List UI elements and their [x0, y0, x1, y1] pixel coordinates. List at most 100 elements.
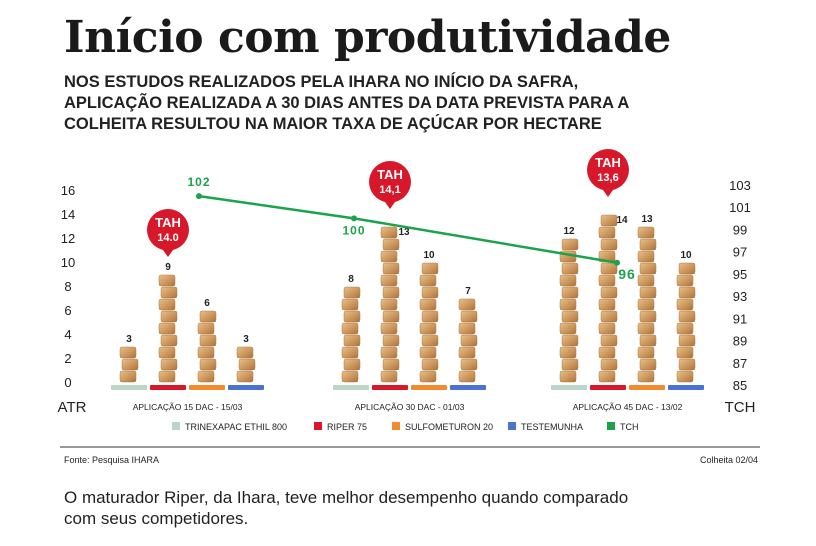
y2-tick-label: 91 — [733, 311, 747, 326]
y2-tick-label: 87 — [733, 356, 747, 371]
sugar-cube-bar-segment — [561, 238, 579, 251]
sugar-cube-bar-segment — [639, 238, 657, 251]
subtitle-line: NOS ESTUDOS REALIZADOS PELA IHARA NO INÍ… — [64, 73, 579, 91]
bar-color-strip — [668, 385, 704, 390]
sugar-cube-bar-segment — [559, 370, 577, 383]
sugar-cube-bar-segment — [419, 298, 437, 311]
sugar-cube-bar-segment — [678, 262, 696, 275]
tah-bubble — [147, 209, 189, 257]
y2-tick-label: 99 — [733, 222, 747, 237]
sugar-cube-bar-segment — [382, 238, 400, 251]
sugar-cube-bar-segment — [380, 370, 398, 383]
tah-value: 13,6 — [597, 172, 618, 184]
sugar-cube-bar-segment — [236, 346, 254, 359]
sugar-cube-bar-segment — [380, 346, 398, 359]
sugar-cube-bar-segment — [600, 334, 618, 347]
sugar-cube-bar-segment — [637, 370, 655, 383]
sugar-cube-bar-segment — [121, 358, 139, 371]
tah-label: TAH — [155, 215, 181, 230]
bar-value-label: 10 — [423, 250, 435, 261]
sugar-cube-bar-segment — [380, 322, 398, 335]
bar-value-label: 12 — [563, 226, 575, 237]
sugar-cube-bar-segment — [119, 346, 137, 359]
tah-label: TAH — [595, 155, 621, 170]
y-tick-label: 2 — [64, 351, 71, 366]
subtitle-line: APLICAÇÃO REALIZADA A 30 DIAS ANTES DA D… — [64, 94, 630, 112]
sugar-cube-bar-segment — [561, 358, 579, 371]
sugar-cube-bar-segment — [199, 358, 217, 371]
tah-value: 14.0 — [157, 232, 178, 244]
sugar-cube-bar-segment — [421, 334, 439, 347]
y-tick-label: 10 — [61, 255, 75, 270]
sugar-cube-bar-segment — [637, 298, 655, 311]
sugar-cube-bar-segment — [158, 322, 176, 335]
note-line: O maturador Riper, da Ihara, teve melhor… — [64, 488, 629, 507]
sugar-cube-bar-segment — [238, 358, 256, 371]
bar-value-label: 13 — [398, 227, 410, 238]
sugar-cube-bar-segment — [598, 226, 616, 239]
bar-color-strip — [150, 385, 186, 390]
sugar-cube-bar-segment — [158, 298, 176, 311]
bar-color-strip — [189, 385, 225, 390]
bar-value-label: 3 — [126, 334, 132, 345]
sugar-cube-bar-segment — [341, 298, 359, 311]
y2-tick-label: 93 — [733, 289, 747, 304]
subtitle: NOS ESTUDOS REALIZADOS PELA IHARA NO INÍ… — [64, 72, 764, 135]
sugar-cube-bar-segment — [678, 358, 696, 371]
sugar-cube-bar-segment — [460, 310, 478, 323]
sugar-cube-bar-segment — [676, 346, 694, 359]
bar-color-strip — [450, 385, 486, 390]
category-label: APLICAÇÃO 45 DAC - 13/02 — [573, 402, 683, 412]
sugar-cube-bar-segment — [637, 226, 655, 239]
sugar-cube-bar-segment — [160, 358, 178, 371]
sugar-cube-bar-segment — [419, 346, 437, 359]
sugar-cube-bar-segment — [561, 286, 579, 299]
bar-value-label: 3 — [243, 334, 249, 345]
legend-label: TCH — [620, 422, 639, 432]
bar-color-strip — [629, 385, 665, 390]
sugar-cube-bar-segment — [460, 334, 478, 347]
sugar-cube-bar-segment — [559, 274, 577, 287]
sugar-cube-bar-segment — [639, 334, 657, 347]
sugar-cube-bar-segment — [380, 226, 398, 239]
sugar-cube-bar-segment — [598, 322, 616, 335]
harvest-date: Colheita 02/04 — [699, 455, 758, 465]
subtitle-line: COLHEITA RESULTOU NA MAIOR TAXA DE AÇÚCA… — [64, 115, 602, 133]
y-tick-label: 14 — [61, 207, 75, 222]
sugar-cube-bar-segment — [341, 346, 359, 359]
bar-color-strip — [228, 385, 264, 390]
sugar-cube-bar-segment — [343, 334, 361, 347]
sugar-cube-bar-segment — [598, 298, 616, 311]
y2-tick-label: 89 — [733, 334, 747, 349]
sugar-cube-bar-segment — [676, 298, 694, 311]
sugar-cube-bar-segment — [600, 214, 618, 227]
sugar-cube-bar-segment — [343, 286, 361, 299]
y-axis-label: ATR — [58, 399, 87, 416]
sugar-cube-bar-segment — [676, 274, 694, 287]
sugar-cube-bar-segment — [598, 370, 616, 383]
sugar-cube-bar-segment — [197, 322, 215, 335]
y-tick-label: 8 — [64, 279, 71, 294]
sugar-cube-bar-segment — [382, 358, 400, 371]
sugar-cube-bar-segment — [639, 262, 657, 275]
sugar-cube-bar-segment — [637, 322, 655, 335]
sugar-cube-bar-segment — [382, 334, 400, 347]
sugar-cube-bar-segment — [637, 274, 655, 287]
legend-swatch — [508, 422, 516, 430]
tch-point — [196, 193, 202, 200]
sugar-cube-bar-segment — [561, 310, 579, 323]
sugar-cube-bar-segment — [343, 310, 361, 323]
sugar-cube-bar-segment — [598, 274, 616, 287]
y2-tick-label: 97 — [733, 245, 747, 260]
sugar-cube-bar-segment — [419, 322, 437, 335]
sugar-cube-bar-segment — [421, 310, 439, 323]
sugar-cube-bar-segment — [676, 370, 694, 383]
sugar-cube-bar-segment — [380, 274, 398, 287]
sugar-cube-bar-segment — [160, 334, 178, 347]
sugar-cube-bar-segment — [600, 310, 618, 323]
sugar-cube-bar-segment — [458, 370, 476, 383]
legend-label: TRINEXAPAC ETHIL 800 — [185, 422, 287, 432]
sugar-cube-bar-segment — [197, 370, 215, 383]
sugar-cube-bar-segment — [382, 262, 400, 275]
